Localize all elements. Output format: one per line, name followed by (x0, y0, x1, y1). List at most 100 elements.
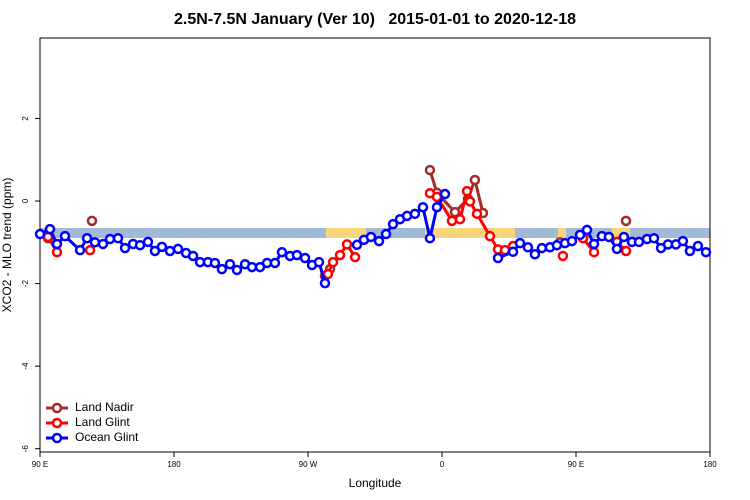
point (341, 239, 353, 250)
x-tick-label: 90 E (32, 460, 48, 469)
x-tick-label: 0 (440, 460, 445, 469)
point (677, 235, 689, 247)
land-band (425, 228, 515, 238)
point (588, 238, 600, 250)
point (514, 237, 526, 249)
point (81, 232, 93, 244)
point (86, 215, 98, 227)
point (484, 230, 496, 242)
point (611, 243, 623, 255)
point (373, 235, 385, 247)
x-tick-label: 90 W (299, 460, 318, 469)
point (424, 232, 436, 244)
x-tick-label: 90 E (568, 460, 584, 469)
point (334, 249, 346, 261)
point (231, 264, 243, 276)
point (684, 245, 696, 257)
point (529, 249, 541, 260)
chart-title: 2.5N-7.5N January (Ver 10) 2015-01-01 to… (174, 11, 576, 28)
point (551, 239, 563, 251)
point (492, 252, 504, 264)
land-band (326, 228, 366, 238)
point (349, 251, 361, 263)
point (449, 206, 461, 218)
plot-frame (39, 37, 711, 453)
point (469, 174, 481, 186)
point (269, 257, 281, 269)
point (313, 256, 325, 268)
point (351, 239, 363, 251)
point (574, 229, 586, 241)
y-tick-label: 2 (21, 116, 30, 121)
point (620, 215, 632, 227)
point (34, 228, 46, 240)
point (536, 242, 548, 254)
x-tick-label: 180 (703, 460, 717, 469)
point (424, 164, 436, 176)
legend-swatch (51, 402, 63, 414)
point (618, 231, 630, 243)
point (319, 277, 331, 289)
point (172, 243, 184, 255)
point (581, 224, 593, 236)
y-axis-label: XCO2 - MLO trend (ppm) (0, 178, 14, 313)
point (620, 245, 632, 257)
point (588, 246, 600, 258)
legend-label: Land Glint (75, 415, 130, 429)
land-band (558, 228, 566, 238)
point (464, 196, 476, 207)
point (74, 244, 86, 256)
point (471, 208, 483, 220)
legend-label: Ocean Glint (75, 430, 139, 444)
point (187, 250, 199, 262)
point (327, 256, 339, 268)
legend-swatch (51, 432, 63, 444)
x-axis-label: Longitude (349, 476, 402, 490)
ocean-band (40, 228, 710, 238)
point (431, 201, 443, 213)
point (156, 241, 168, 253)
point (216, 263, 228, 275)
point (119, 242, 131, 254)
point (322, 268, 334, 280)
y-tick-label: 0 (21, 198, 30, 203)
point (409, 208, 421, 220)
point (209, 257, 221, 269)
point (89, 237, 101, 248)
point (224, 258, 236, 270)
point (59, 230, 71, 242)
point (365, 231, 377, 243)
point (51, 246, 63, 258)
point (276, 246, 288, 258)
point (439, 188, 451, 200)
point (44, 223, 56, 235)
point (446, 215, 458, 227)
point (692, 240, 704, 252)
point (566, 235, 578, 247)
point (387, 218, 399, 230)
point (417, 201, 429, 213)
point (299, 252, 311, 264)
point (51, 238, 63, 250)
point (84, 244, 96, 256)
y-tick-label: -4 (21, 362, 30, 370)
y-tick-label: -6 (21, 445, 30, 453)
point (142, 236, 154, 248)
point (648, 232, 660, 244)
legend-label: Land Nadir (75, 400, 134, 414)
x-tick-label: 180 (167, 460, 181, 469)
point (507, 246, 519, 258)
point (522, 242, 534, 253)
point (454, 213, 466, 225)
point (380, 228, 392, 240)
series-line (325, 170, 626, 276)
point (104, 233, 116, 245)
point (97, 238, 109, 250)
point (164, 245, 176, 257)
point (461, 185, 473, 197)
y-tick-label: -2 (21, 279, 30, 287)
point (112, 232, 124, 244)
point (603, 231, 615, 243)
point (700, 246, 712, 258)
